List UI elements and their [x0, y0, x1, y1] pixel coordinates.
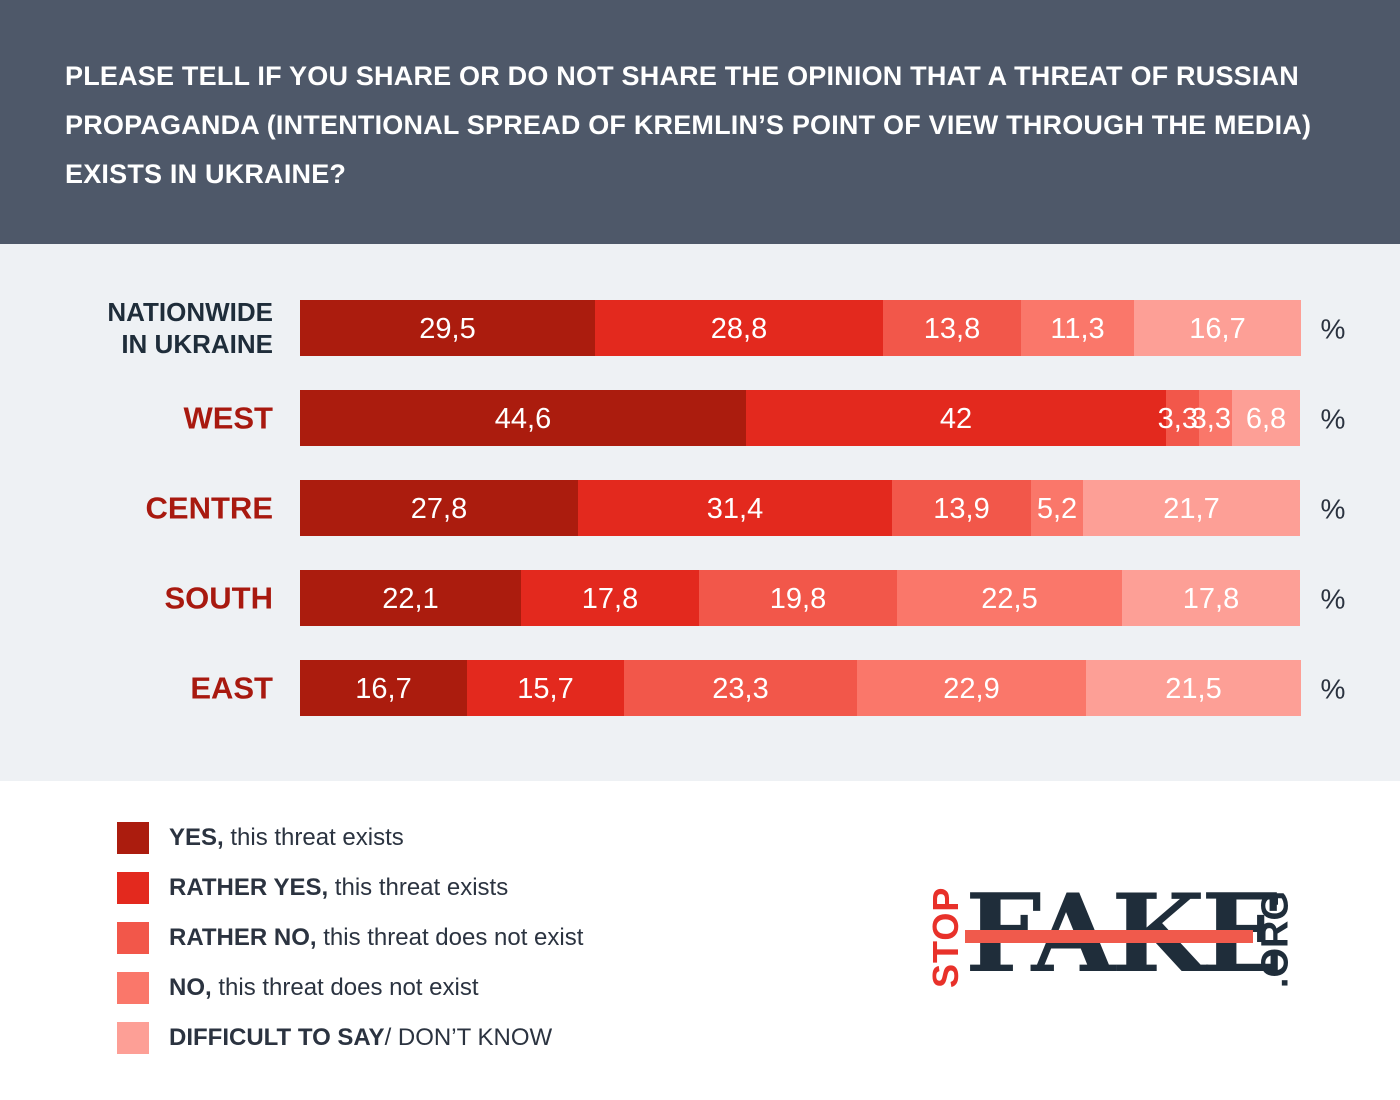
- data-label: 5,2: [1037, 493, 1077, 525]
- data-label: 3,3: [1158, 403, 1198, 435]
- data-label: 23,3: [712, 673, 768, 705]
- bar-segment: [897, 570, 1122, 626]
- bar-segment: [521, 570, 699, 626]
- logo-org-text: .ORG: [1254, 890, 1297, 989]
- bar-segment: [300, 660, 467, 716]
- unit-label: %: [1321, 404, 1346, 435]
- row-label: SOUTH: [165, 581, 274, 616]
- legend-item: YES, this threat exists: [117, 822, 677, 856]
- data-label: 28,8: [711, 313, 767, 345]
- legend-label-rest: this threat does not exist: [211, 974, 479, 1001]
- bar-segment: [300, 300, 595, 356]
- legend-label-bold: YES,: [169, 824, 224, 851]
- bar-segment: [300, 570, 521, 626]
- bar-segment: [1166, 390, 1199, 446]
- legend-item: NO, this threat does not exist: [117, 972, 677, 1006]
- row-label: NATIONWIDE: [107, 297, 273, 327]
- bar-segment: [1232, 390, 1300, 446]
- data-label: 15,7: [517, 673, 573, 705]
- bar-segment: [624, 660, 857, 716]
- data-label: 31,4: [707, 493, 763, 525]
- data-label: 17,8: [582, 583, 638, 615]
- data-label: 6,8: [1246, 403, 1286, 435]
- legend-item: DIFFICULT TO SAY/ DON’T KNOW: [117, 1022, 677, 1056]
- legend-label-bold: RATHER NO,: [169, 924, 317, 951]
- bar-segment: [578, 480, 892, 536]
- legend-label: DIFFICULT TO SAY/ DON’T KNOW: [169, 1024, 552, 1052]
- data-label: 21,5: [1165, 673, 1221, 705]
- data-label: 16,7: [355, 673, 411, 705]
- legend-label: NO, this threat does not exist: [169, 974, 478, 1002]
- bar-segment: [300, 390, 746, 446]
- bar-segment: [857, 660, 1086, 716]
- data-label: 3,3: [1191, 403, 1231, 435]
- logo-stop-text: STOP: [925, 886, 966, 988]
- row-label: EAST: [190, 671, 273, 706]
- data-label: 22,1: [382, 583, 438, 615]
- stopfake-logo: STOP FAKE .ORG: [925, 880, 1315, 990]
- row-label: WEST: [183, 401, 273, 436]
- bar-segment: [595, 300, 883, 356]
- row-label: CENTRE: [146, 491, 273, 526]
- bar-segment: [1083, 480, 1300, 536]
- unit-label: %: [1321, 584, 1346, 615]
- legend-label: RATHER YES, this threat exists: [169, 874, 508, 902]
- legend-item: RATHER YES, this threat exists: [117, 872, 677, 906]
- data-label: 13,9: [933, 493, 989, 525]
- unit-label: %: [1321, 674, 1346, 705]
- unit-label: %: [1321, 314, 1346, 345]
- legend-label-rest: / DON’T KNOW: [384, 1024, 553, 1051]
- bar-segment: [699, 570, 897, 626]
- bar-segment: [1086, 660, 1301, 716]
- bar-segment: [1134, 300, 1301, 356]
- bar-segment: [1199, 390, 1232, 446]
- data-label: 19,8: [770, 583, 826, 615]
- legend-label: YES, this threat exists: [169, 824, 404, 852]
- chart-title: PLEASE TELL IF YOU SHARE OR DO NOT SHARE…: [65, 61, 1312, 189]
- data-label: 29,5: [419, 313, 475, 345]
- data-label: 17,8: [1183, 583, 1239, 615]
- legend-item: RATHER NO, this threat does not exist: [117, 922, 677, 956]
- row-label: IN UKRAINE: [121, 329, 273, 359]
- data-label: 42: [940, 403, 972, 435]
- legend-label-rest: this threat exists: [328, 874, 509, 901]
- bar-segment: [467, 660, 624, 716]
- legend-swatch: [117, 1022, 149, 1054]
- bar-segment: [892, 480, 1031, 536]
- data-label: 11,3: [1050, 313, 1104, 345]
- header-banner: PLEASE TELL IF YOU SHARE OR DO NOT SHARE…: [0, 0, 1400, 244]
- legend-label-rest: this threat does not exist: [316, 924, 584, 951]
- legend-swatch: [117, 922, 149, 954]
- legend-label: RATHER NO, this threat does not exist: [169, 924, 583, 952]
- chart-panel: NATIONWIDE IN UKRAINE 29,5 28,8 13,8 11,3 16,7…: [0, 244, 1400, 781]
- bar-segment: [1122, 570, 1300, 626]
- legend-swatch: [117, 822, 149, 854]
- data-label: 16,7: [1189, 313, 1245, 345]
- data-label: 13,8: [924, 313, 980, 345]
- unit-label: %: [1321, 494, 1346, 525]
- legend-label-bold: DIFFICULT TO SAY: [169, 1024, 385, 1051]
- bar-segment: [883, 300, 1021, 356]
- bar-segment: [1021, 300, 1134, 356]
- legend-label-bold: NO,: [169, 974, 212, 1001]
- bar-segment: [746, 390, 1166, 446]
- logo-strike-line: [965, 930, 1253, 943]
- data-label: 44,6: [495, 403, 551, 435]
- data-label: 22,9: [943, 673, 999, 705]
- data-label: 27,8: [411, 493, 467, 525]
- legend-label-rest: this threat exists: [223, 824, 404, 851]
- legend-swatch: [117, 872, 149, 904]
- bar-segment: [1031, 480, 1083, 536]
- bar-segment: [300, 480, 578, 536]
- legend-swatch: [117, 972, 149, 1004]
- data-label: 21,7: [1163, 493, 1219, 525]
- data-label: 22,5: [981, 583, 1037, 615]
- legend-label-bold: RATHER YES,: [169, 874, 329, 901]
